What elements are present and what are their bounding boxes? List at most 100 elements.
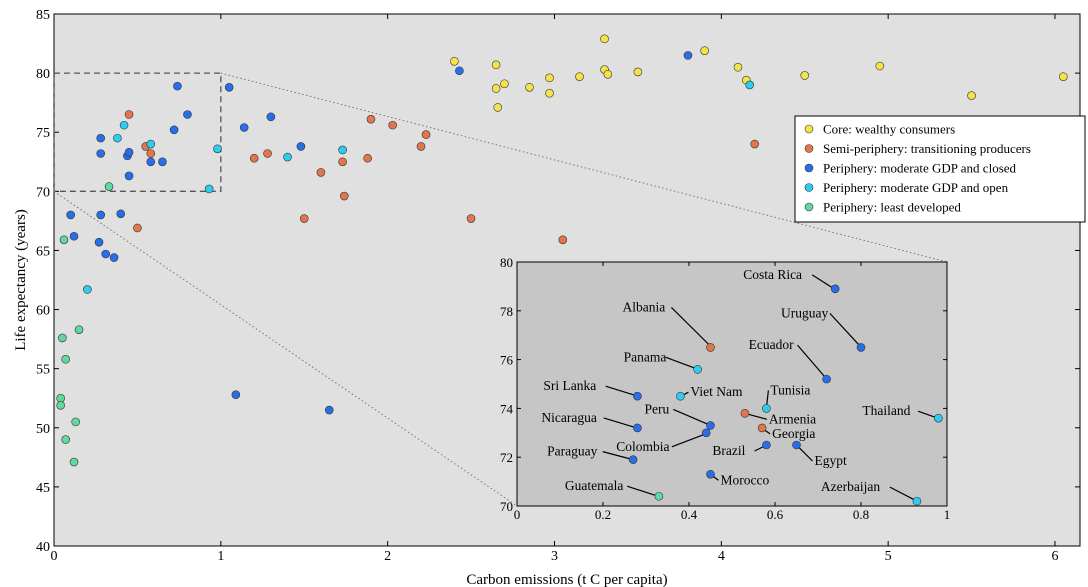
data-point — [61, 354, 70, 364]
annotation-sri-lanka: Sri Lanka — [543, 378, 596, 393]
data-point — [96, 210, 106, 220]
data-point — [316, 168, 326, 177]
y-tick-label: 70 — [36, 185, 50, 200]
inset-data-point — [676, 391, 685, 401]
annotation-leader — [670, 306, 710, 346]
y-tick-label: 80 — [36, 67, 50, 82]
data-point — [700, 46, 709, 55]
data-point — [71, 417, 80, 427]
annotation-leader — [603, 417, 636, 429]
x-tick-label: 5 — [885, 549, 892, 564]
data-point — [338, 145, 347, 155]
data-point — [800, 71, 810, 80]
inset-x-tick-label: 0.2 — [595, 507, 611, 522]
data-point — [875, 61, 885, 71]
inset-data-point — [830, 284, 840, 294]
data-point — [1059, 72, 1068, 81]
inset-x-tick-label: 0.8 — [853, 507, 869, 522]
inset-data-point — [762, 440, 771, 450]
inset-data-point — [706, 343, 715, 352]
annotation-brazil: Brazil — [712, 443, 745, 458]
data-point — [224, 82, 234, 92]
zoom-connector — [220, 72, 948, 263]
data-point — [109, 253, 119, 262]
data-point — [146, 149, 156, 158]
data-point — [575, 72, 584, 81]
data-point — [545, 73, 554, 83]
data-point — [416, 142, 426, 151]
data-point — [173, 81, 182, 91]
annotation-tunisia: Tunisia — [770, 382, 810, 397]
inset-y-tick-label: 80 — [500, 255, 513, 270]
annotation-leader — [665, 356, 697, 370]
data-point — [124, 171, 134, 181]
data-point — [558, 235, 568, 245]
data-point — [338, 157, 347, 167]
data-point — [266, 112, 276, 122]
annotation-viet-nam: Viet Nam — [690, 384, 743, 399]
legend-label: Periphery: moderate GDP and closed — [823, 161, 1017, 176]
data-point — [249, 153, 259, 163]
data-point — [158, 157, 167, 167]
inset-chart: 0 0.2 0.4 0.6 0.8 1 70 72 74 76 78 80 Costa Rica Alba… — [500, 255, 950, 522]
legend-label: Semi-periphery: transitioning producers — [823, 141, 1031, 156]
x-tick-label: 1 — [217, 549, 224, 564]
data-point — [324, 405, 334, 415]
data-point — [239, 123, 249, 132]
data-point — [59, 235, 69, 245]
data-point — [74, 325, 84, 334]
data-point — [113, 133, 122, 143]
legend-label: Periphery: least developed — [823, 200, 961, 215]
inset-data-point — [628, 455, 638, 464]
annotation-uruguay: Uruguay — [781, 305, 828, 320]
data-point — [339, 191, 349, 201]
legend-label: Periphery: moderate GDP and open — [823, 180, 1009, 195]
x-tick-label: 6 — [1051, 549, 1058, 564]
data-point — [69, 231, 79, 241]
inset-x-tick-label: 0.6 — [767, 507, 784, 522]
annotation-peru: Peru — [645, 401, 670, 416]
data-point — [299, 214, 309, 223]
data-point — [58, 333, 67, 343]
data-point — [231, 390, 241, 399]
inset-data-point — [633, 423, 642, 433]
data-point — [745, 80, 754, 90]
data-point — [101, 249, 111, 259]
data-point — [600, 34, 609, 44]
data-point — [733, 62, 743, 72]
inset-data-point — [633, 391, 642, 401]
legend-marker — [804, 202, 814, 212]
series-least — [56, 182, 114, 467]
inset-data-point — [856, 343, 866, 352]
data-point — [455, 66, 464, 76]
inset-data-point — [757, 423, 767, 433]
annotation-leader — [605, 385, 636, 396]
inset-data-point — [822, 374, 831, 384]
y-tick-label: 75 — [36, 126, 50, 141]
series-per_closed — [66, 51, 693, 415]
zoom-box — [53, 72, 222, 192]
data-point — [124, 148, 134, 157]
inset-data-point — [701, 428, 711, 438]
inset-data-point — [706, 421, 715, 430]
data-point — [283, 152, 292, 162]
inset-x-tick-label: 1 — [944, 507, 951, 522]
inset-y-tick-label: 78 — [500, 304, 513, 319]
data-point — [213, 144, 222, 154]
data-point — [491, 84, 501, 93]
inset-x-tick-label: 0.4 — [681, 507, 698, 522]
data-point — [133, 223, 142, 233]
inset-data-point — [654, 491, 664, 501]
data-point — [146, 157, 156, 167]
data-point — [421, 130, 431, 139]
annotation-egypt: Egypt — [815, 453, 847, 468]
annotation-leader — [748, 413, 768, 420]
y-tick-label: 85 — [36, 8, 50, 23]
data-point — [525, 82, 534, 92]
data-point — [366, 114, 376, 124]
annotation-ecuador: Ecuador — [749, 337, 794, 352]
data-point — [169, 125, 179, 135]
inset-y-tick-label: 72 — [500, 450, 513, 465]
inset-data-point — [912, 496, 922, 506]
